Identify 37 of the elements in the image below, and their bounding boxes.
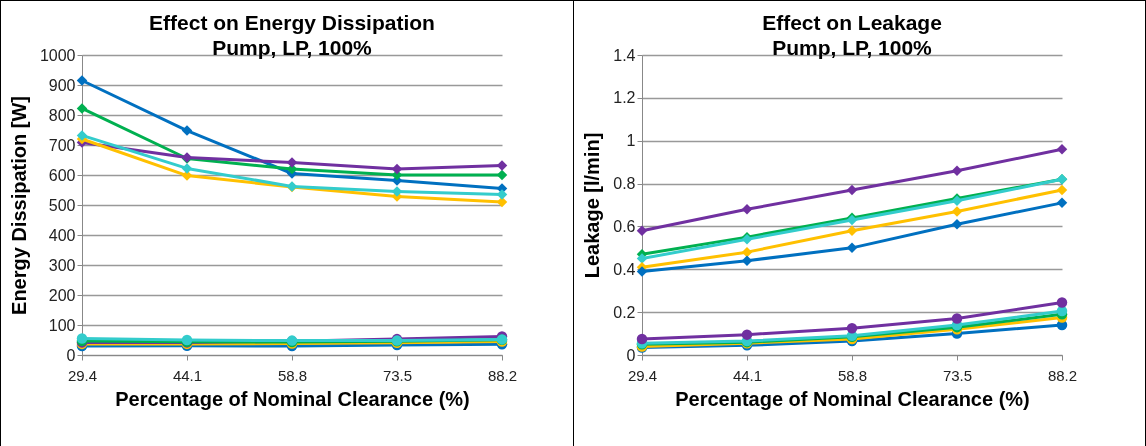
x-tick-label: 73.5	[382, 366, 413, 384]
y-tick-label: 1.4	[613, 46, 636, 64]
x-tick-label: 29.4	[627, 366, 658, 384]
chart-subtitle: Pump, LP, 100%	[212, 36, 373, 59]
x-tick-label: 58.8	[277, 366, 308, 384]
y-tick-label: 0	[626, 346, 636, 364]
y-tick-label: 100	[48, 316, 76, 334]
y-tick-label: 0.2	[613, 303, 636, 321]
y-tick-label: 400	[48, 226, 76, 244]
y-tick-label: 300	[48, 256, 76, 274]
chart-title: Effect on Leakage	[762, 11, 942, 34]
x-tick-label: 58.8	[837, 366, 868, 384]
chart-title: Effect on Energy Dissipation	[149, 11, 435, 34]
y-axis-title: Energy Dissipation [W]	[7, 96, 30, 315]
x-axis-title: Percentage of Nominal Clearance (%)	[675, 387, 1030, 410]
y-tick-label: 1	[626, 132, 636, 150]
chart-subtitle: Pump, LP, 100%	[772, 36, 933, 59]
y-tick-label: 600	[48, 166, 76, 184]
y-tick-label: 0.6	[613, 217, 636, 235]
y-tick-label: 1000	[39, 46, 76, 64]
x-tick-label: 88.2	[487, 366, 518, 384]
y-tick-label: 900	[48, 76, 76, 94]
x-tick-label: 73.5	[942, 366, 973, 384]
x-axis-title: Percentage of Nominal Clearance (%)	[115, 387, 470, 410]
y-axis-title: Leakage [l/min]	[581, 132, 604, 279]
y-tick-label: 200	[48, 286, 76, 304]
y-tick-label: 500	[48, 196, 76, 214]
y-tick-label: 0	[66, 346, 76, 364]
y-tick-label: 800	[48, 106, 76, 124]
x-tick-label: 29.4	[67, 366, 98, 384]
x-tick-label: 44.1	[172, 366, 203, 384]
x-tick-label: 44.1	[732, 366, 763, 384]
y-tick-label: 1.2	[613, 89, 636, 107]
y-tick-label: 0.8	[613, 175, 636, 193]
y-tick-label: 0.4	[613, 260, 636, 278]
y-tick-label: 700	[48, 136, 76, 154]
x-tick-label: 88.2	[1047, 366, 1078, 384]
